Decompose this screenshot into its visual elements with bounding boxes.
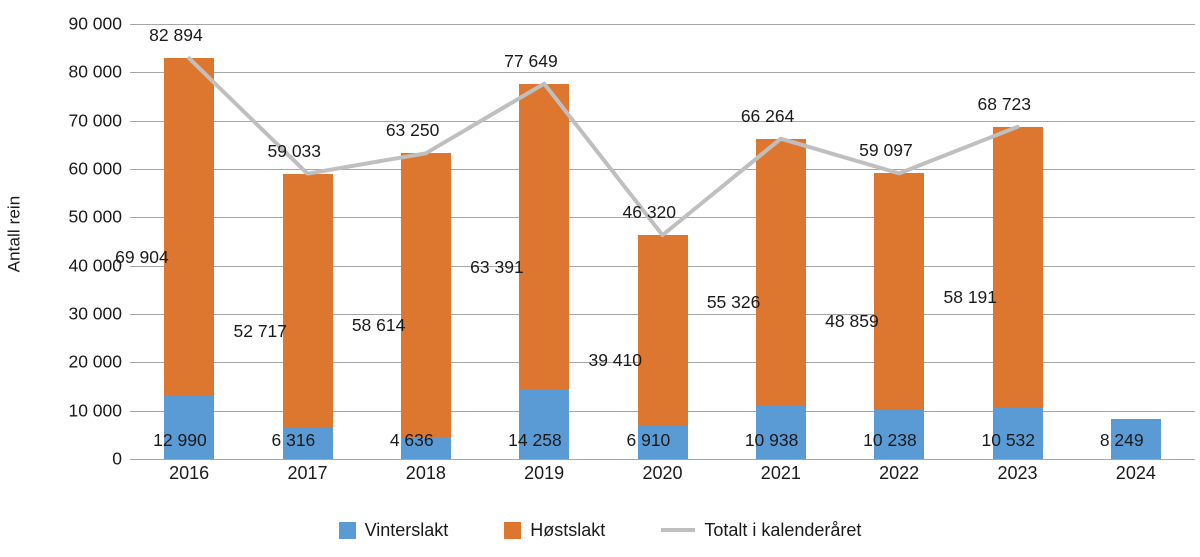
gridline [130,24,1195,25]
data-label-hostslakt: 39 410 [588,350,643,371]
y-axis-tick-labels: 90 000 80 000 70 000 60 000 50 000 40 000 30 0… [0,0,130,557]
bar-segment-vinterslakt[interactable] [1110,419,1161,459]
bar-segment-hostslakt[interactable] [755,138,806,407]
plot-area: 12 990 69 904 82 894 6 316 52 717 59 033 4 636… [115,24,1195,460]
legend-line-marker-icon [661,528,696,532]
y-tick-label: 40 000 [68,255,122,276]
legend-item[interactable]: Totalt i kalenderåret [661,520,861,541]
bar-segment-vinterslakt[interactable] [519,390,570,459]
bar-segment-hostslakt[interactable] [637,235,688,426]
data-label-hostslakt: 55 326 [706,292,761,313]
data-label-total: 68 723 [977,93,1032,114]
y-tick-label: 20 000 [68,351,122,372]
gridline [130,72,1195,74]
x-tick-label: 2022 [879,463,920,483]
legend-square-marker-icon [338,521,356,539]
data-label-vinterslakt: 6 910 [626,430,671,450]
legend-item-label: Høstslakt [530,519,606,540]
x-tick-label: 2017 [287,463,328,483]
bar-segment-vinterslakt[interactable] [874,409,925,459]
gridline [130,120,1195,122]
x-tick-label: 2018 [405,463,446,483]
data-label-hostslakt: 48 859 [825,311,879,332]
data-label-vinterslakt: 10 938 [744,430,799,450]
data-label-vinterslakt: 14 258 [508,430,562,450]
data-label-total: 66 264 [740,105,795,126]
data-label-hostslakt: 58 614 [351,314,406,335]
y-tick-label: 60 000 [68,158,122,179]
gridline [130,169,1195,170]
x-tick-label: 2021 [760,463,801,483]
y-tick-label: 90 000 [68,13,122,34]
bar-segment-hostslakt[interactable] [519,83,570,391]
legend-item-label: Totalt i kalenderåret [704,519,862,540]
bar-segment-hostslakt[interactable] [874,173,925,410]
legend-item[interactable]: Høstslakt [504,520,605,541]
x-tick-label: 2020 [642,463,683,483]
data-label-hostslakt: 63 391 [470,256,524,277]
bar-segment-hostslakt[interactable] [282,173,333,429]
legend-square-marker-icon [504,521,522,539]
bar-group[interactable] [637,24,688,459]
bar-segment-hostslakt[interactable] [400,153,451,437]
bar-group[interactable] [282,24,333,459]
y-tick-label: 30 000 [68,303,122,324]
data-label-vinterslakt: 12 990 [153,430,207,450]
chart-legend: Vinterslakt Høstslakt Totalt i kalenderåre… [0,512,1200,548]
data-label-vinterslakt: 10 532 [981,430,1036,450]
y-tick-label: 80 000 [68,61,122,82]
bar-group[interactable] [992,24,1043,459]
x-tick-label: 2019 [524,463,565,483]
data-label-total: 77 649 [504,50,558,71]
bar-group[interactable] [755,24,806,459]
legend-item[interactable]: Vinterslakt [338,519,449,541]
data-label-total: 46 320 [622,202,677,223]
bar-group[interactable] [164,24,215,459]
data-labels-layer: 12 990 69 904 82 894 6 316 52 717 59 033 4 636… [115,24,1195,459]
data-label-total: 59 097 [859,140,913,161]
y-tick-label: 0 [112,448,122,469]
legend-item-label: Vinterslakt [364,519,449,540]
data-label-hostslakt: 58 191 [943,287,998,308]
bar-group[interactable] [519,24,570,459]
bar-segment-hostslakt[interactable] [992,126,1043,409]
bar-segment-vinterslakt[interactable] [755,406,806,459]
y-tick-label: 10 000 [68,400,122,421]
data-label-total: 59 033 [267,140,322,161]
x-tick-label: 2024 [1115,463,1156,483]
total-line-layer [187,56,1020,238]
bar-series-layer [130,24,1195,459]
x-tick-label: 2016 [169,463,210,483]
bar-group[interactable] [1110,24,1161,459]
data-label-vinterslakt: 10 238 [863,430,917,450]
data-label-vinterslakt: 8 249 [1099,430,1144,450]
bar-segment-vinterslakt[interactable] [164,396,215,459]
data-label-hostslakt: 52 717 [233,321,288,342]
bar-segment-vinterslakt[interactable] [282,428,333,459]
x-axis-line [130,459,1195,460]
gridline [130,217,1195,219]
data-label-hostslakt: 69 904 [115,247,169,268]
total-line [187,56,1020,238]
bar-segment-vinterslakt[interactable] [992,408,1043,459]
data-label-vinterslakt: 4 636 [389,430,434,450]
bar-segment-hostslakt[interactable] [164,58,215,397]
bar-group[interactable] [400,24,451,459]
y-tick-label: 50 000 [68,206,122,227]
bar-group[interactable] [874,24,925,459]
data-label-total: 82 894 [149,25,203,46]
x-tick-label: 2023 [997,463,1038,483]
x-axis-tick-labels: 2016 2017 2018 2019 2020 2021 2022 2023 2024 [130,463,1195,497]
data-label-vinterslakt: 6 316 [271,430,316,450]
bar-segment-vinterslakt[interactable] [400,436,451,459]
y-tick-label: 70 000 [68,110,122,131]
bar-segment-vinterslakt[interactable] [637,425,688,459]
data-label-total: 63 250 [385,120,440,141]
